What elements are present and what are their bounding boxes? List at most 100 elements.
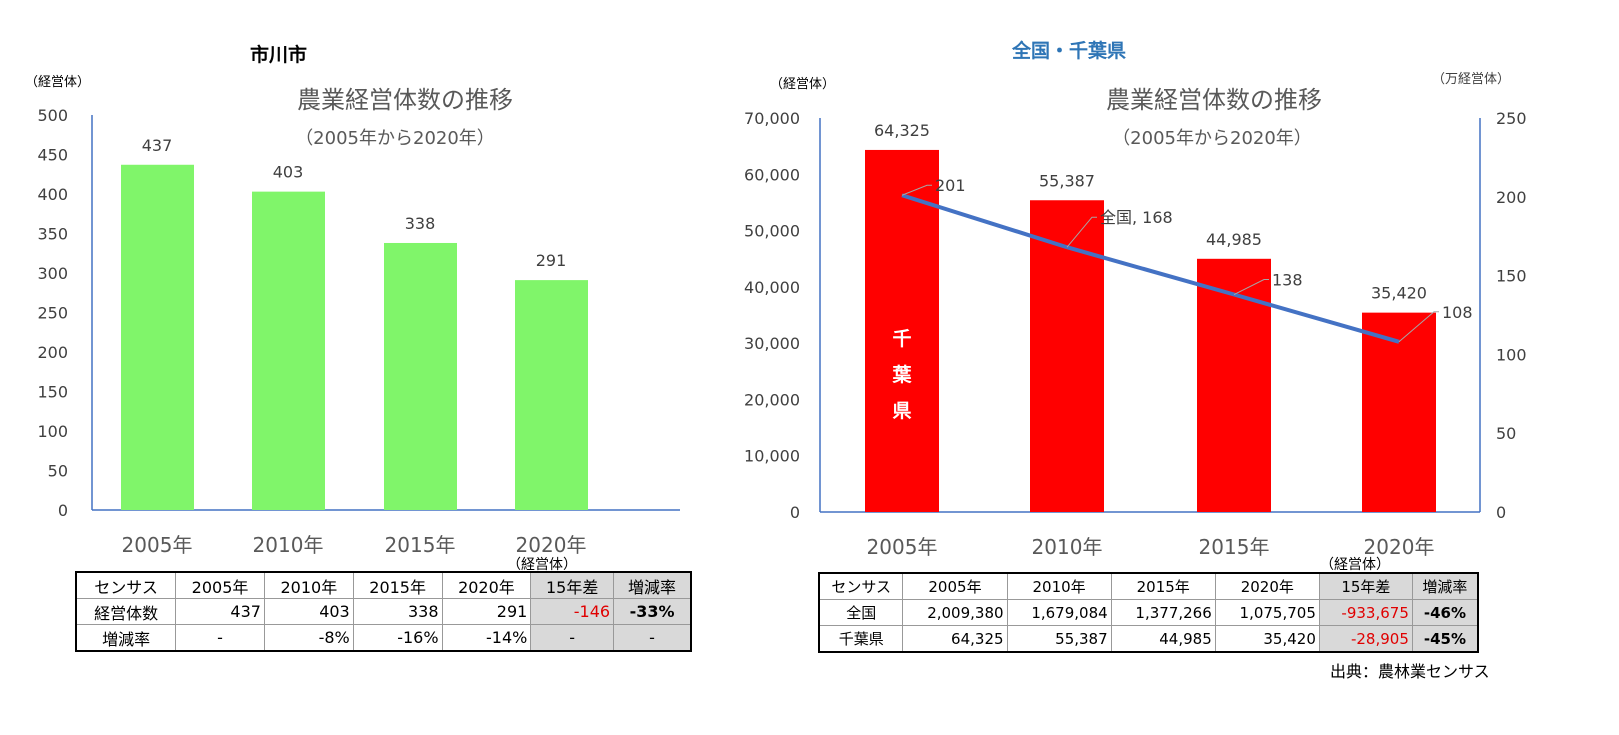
table-cell: -: [613, 624, 692, 652]
table-cell: 千葉県: [818, 625, 904, 653]
bar-2015年: [1197, 258, 1271, 512]
table-cell: 2010年: [263, 571, 354, 599]
chart-subtitle: （2005年から2020年）: [1112, 128, 1312, 149]
y-axis-label: （経営体）: [25, 75, 90, 90]
table-row: 全国 2,009,380 1,679,084 1,377,266 1,075,705 -9…: [818, 599, 1479, 626]
table-cell: 338: [352, 598, 443, 625]
y-axis-label: （経営体）: [770, 77, 835, 92]
y-tick-label: 100: [37, 422, 68, 441]
line-data-label: 108: [1442, 303, 1473, 322]
x-tick-label: 2015年: [385, 533, 456, 557]
data-label: 437: [142, 136, 173, 155]
table-cell: 291: [441, 598, 532, 625]
y-tick-label: 200: [37, 343, 68, 362]
line-data-label: 138: [1272, 271, 1303, 290]
x-tick-label: 2010年: [253, 533, 324, 557]
bar-2020年: [515, 280, 588, 510]
y-tick-label: 0: [58, 501, 68, 520]
data-label: 291: [536, 251, 567, 270]
leader-line: [1233, 279, 1269, 295]
y-tick-label: 450: [37, 146, 68, 165]
y-tick-label: 10,000: [744, 447, 800, 466]
bar-2015年: [384, 242, 457, 511]
line-data-label: 201: [935, 176, 966, 195]
table-cell: -146: [530, 598, 615, 625]
table-cell: 2020年: [441, 571, 532, 599]
y2-tick-label: 50: [1496, 424, 1516, 443]
chart-ichikawa: 0 50 100 150 200 250 300 350 400 450 500 437 2005年 40…: [25, 75, 680, 557]
x-tick-label: 2020年: [1364, 535, 1435, 559]
table-cell: 64,325: [902, 625, 1008, 653]
table-cell: -: [530, 624, 615, 652]
y-tick-label: 20,000: [744, 390, 800, 409]
table-cell: 1,377,266: [1110, 599, 1216, 626]
table-cell: 2,009,380: [902, 599, 1008, 626]
y-tick-label: 50: [48, 462, 68, 481]
y-tick-label: 500: [37, 106, 68, 125]
table-cell: 増減率: [75, 624, 177, 652]
y2-tick-label: 100: [1496, 345, 1527, 364]
table-cell: -45%: [1411, 625, 1479, 653]
y-tick-label: 350: [37, 225, 68, 244]
bar-data-label: 35,420: [1371, 284, 1427, 303]
table-cell: 15年差: [1318, 572, 1413, 600]
series-label-chiba: 県: [892, 400, 911, 422]
data-label: 338: [405, 214, 436, 233]
table-cell: 増減率: [613, 571, 692, 599]
chart-national: 0 10,000 20,000 30,000 40,000 50,000 60,000 70,…: [744, 72, 1527, 559]
bar-2020年: [1362, 312, 1436, 512]
panel-title-national: 全国・千葉県: [1012, 40, 1127, 62]
leader-line: [1066, 216, 1097, 248]
bar-data-label: 44,985: [1206, 230, 1262, 249]
table-ichikawa: センサス 2005年 2010年 2015年 2020年 15年差 増減率 経営体数 437 40…: [75, 571, 692, 652]
table-cell: 全国: [818, 599, 904, 626]
y2-tick-label: 200: [1496, 188, 1527, 207]
x-tick-label: 2015年: [1199, 535, 1270, 559]
table-cell: 55,387: [1006, 625, 1112, 653]
y-tick-label: 250: [37, 304, 68, 323]
table-cell: 437: [175, 598, 265, 625]
table-cell: 2020年: [1214, 572, 1320, 600]
bar-2010年: [252, 191, 325, 510]
y-tick-label: 0: [790, 503, 800, 522]
bar-2005年: [865, 149, 939, 512]
line-data-label: 全国, 168: [1100, 208, 1173, 227]
table-cell: -14%: [441, 624, 532, 652]
table-cell: -8%: [263, 624, 354, 652]
table-cell: センサス: [818, 572, 904, 600]
x-tick-label: 2020年: [516, 533, 587, 557]
table-cell: 35,420: [1214, 625, 1320, 653]
bar-data-label: 55,387: [1039, 171, 1095, 190]
table-cell: -933,675: [1318, 599, 1413, 626]
source-note: 出典：農林業センサス: [1330, 662, 1490, 681]
panel-title-ichikawa: 市川市: [250, 44, 308, 66]
table-cell: 2015年: [352, 571, 443, 599]
y-tick-label: 70,000: [744, 109, 800, 128]
series-label-chiba: 千: [892, 328, 911, 350]
series-label-chiba: 葉: [891, 364, 912, 386]
table-cell: 2005年: [175, 571, 265, 599]
y2-axis-label: （万経営体）: [1432, 72, 1510, 87]
table-cell: -46%: [1411, 599, 1479, 626]
chart-subtitle: （2005年から2020年）: [295, 128, 495, 149]
table-cell: -: [175, 624, 265, 652]
table-cell: -28,905: [1318, 625, 1413, 653]
y-tick-label: 30,000: [744, 334, 800, 353]
x-tick-label: 2005年: [122, 533, 193, 557]
table-cell: 2010年: [1006, 572, 1112, 600]
x-tick-label: 2010年: [1032, 535, 1103, 559]
leader-line: [1398, 311, 1439, 343]
table-cell: 経営体数: [75, 598, 177, 625]
table-cell: 15年差: [530, 571, 615, 599]
y2-tick-label: 250: [1496, 109, 1527, 128]
chart-title: 農業経営体数の推移: [297, 86, 513, 114]
table-cell: センサス: [75, 571, 177, 599]
data-label: 403: [273, 163, 304, 182]
y-tick-label: 50,000: [744, 222, 800, 241]
table-cell: -33%: [613, 598, 692, 625]
y-tick-label: 40,000: [744, 278, 800, 297]
table-row: 千葉県 64,325 55,387 44,985 35,420 -28,905 -45%: [818, 625, 1479, 653]
table-cell: 403: [263, 598, 354, 625]
bar-2005年: [121, 164, 194, 510]
chart-title: 農業経営体数の推移: [1106, 86, 1322, 114]
